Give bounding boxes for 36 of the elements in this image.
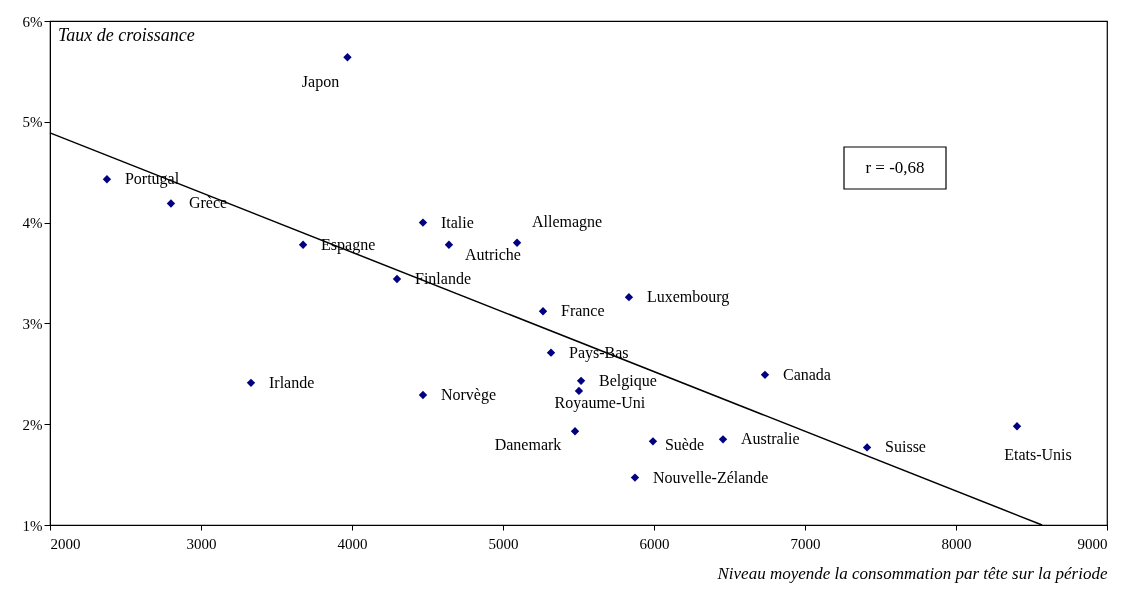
y-tick-label: 2% — [22, 416, 43, 433]
x-tick-label: 3000 — [186, 535, 217, 552]
annotation: Italie — [440, 213, 474, 231]
annotation: Japon — [301, 73, 340, 92]
annotation: Etats-Unis — [1004, 446, 1072, 464]
y-tick-label: 3% — [22, 315, 43, 332]
annotation: Norvège — [440, 385, 497, 404]
annotation: Danemark — [494, 436, 562, 454]
x-tick-label: 5000 — [488, 535, 519, 552]
x-tick-label: 4000 — [337, 535, 368, 552]
annotation: France — [561, 302, 605, 320]
x-tick-label: 9000 — [1077, 535, 1108, 552]
annotation: Finlande — [415, 270, 471, 288]
x-axis-title: Niveau moyende la consommation par tête sur la période — [716, 563, 1108, 583]
x-tick-label: 2000 — [50, 535, 81, 552]
y-tick-label: 4% — [22, 215, 43, 232]
annotation: Grèce — [188, 194, 228, 212]
annotation: Luxembourg — [646, 288, 730, 307]
y-tick-label: 1% — [22, 517, 43, 534]
y-tick-label: 6% — [22, 13, 43, 30]
annotation: Suède — [664, 436, 705, 454]
y-tick-label: 5% — [22, 114, 43, 131]
annotation: Royaume-Uni — [554, 393, 646, 412]
x-tick-label: 7000 — [790, 535, 821, 552]
x-tick-label: 8000 — [941, 535, 972, 552]
y-axis-title: Taux de croissance — [58, 25, 195, 45]
annotation: Canada — [782, 365, 831, 383]
annotation: Allemagne — [531, 212, 603, 231]
annotation: Australie — [741, 430, 800, 448]
x-tick-label: 6000 — [639, 535, 670, 552]
annotation: Nouvelle-Zélande — [652, 468, 769, 486]
annotation: Irlande — [268, 373, 315, 391]
annotation: Suisse — [885, 438, 926, 456]
annotation: r = -0,68 — [865, 158, 925, 177]
annotation: Belgique — [599, 371, 657, 390]
annotation: Autriche — [464, 245, 521, 263]
